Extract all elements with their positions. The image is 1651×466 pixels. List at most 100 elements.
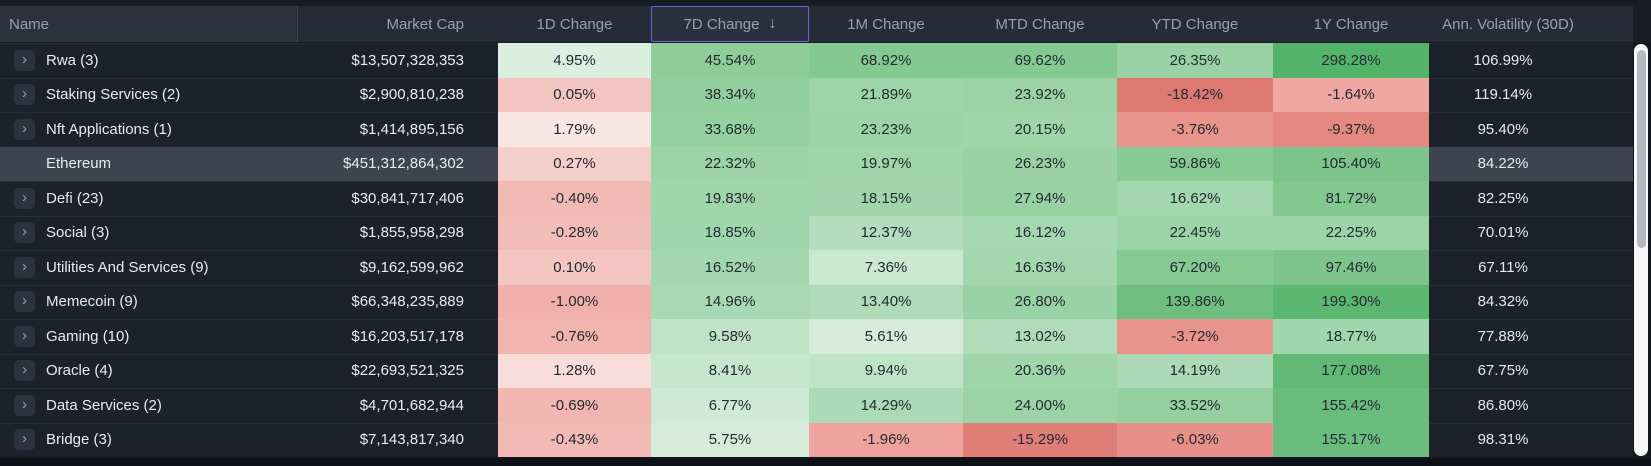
table-row[interactable]: › Rwa (3) $13,507,328,353 4.95% 45.54% 6… [0, 43, 1651, 78]
change-cell-1m: 21.89% [809, 77, 963, 112]
column-header-label: 1Y Change [1313, 15, 1389, 33]
table-row[interactable]: › Ethereum $451,312,864,302 0.27% 22.32%… [0, 146, 1651, 181]
column-header-1d-change[interactable]: 1D Change [498, 6, 651, 42]
volatility-cell: 95.40% [1429, 112, 1633, 147]
chevron-right-icon: › [22, 223, 27, 241]
column-header-label: Market Cap [386, 15, 464, 33]
table-row[interactable]: › Defi (23) $30,841,717,406 -0.40% 19.83… [0, 181, 1651, 216]
change-cell-1y: 22.25% [1273, 215, 1429, 250]
column-header-mtd-change[interactable]: MTD Change [963, 6, 1117, 42]
name-cell: › Bridge (3) [0, 422, 298, 457]
table-row[interactable]: › Memecoin (9) $66,348,235,889 -1.00% 14… [0, 284, 1651, 319]
column-header-ytd-change[interactable]: YTD Change [1117, 6, 1273, 42]
expand-toggle-button[interactable]: › [14, 394, 35, 416]
table-row[interactable]: › Utilities And Services (9) $9,162,599,… [0, 250, 1651, 285]
sector-name: Memecoin (9) [46, 293, 138, 311]
table-row[interactable]: › Oracle (4) $22,693,521,325 1.28% 8.41%… [0, 353, 1651, 388]
volatility-cell: 67.11% [1429, 250, 1633, 285]
market-cap-value: $13,507,328,353 [351, 51, 464, 69]
name-cell: › Data Services (2) [0, 388, 298, 423]
chevron-right-icon: › [22, 430, 27, 448]
change-cell-ytd: 26.35% [1117, 43, 1273, 78]
volatility-value: 84.32% [1477, 293, 1529, 311]
volatility-cell: 67.75% [1429, 353, 1633, 388]
change-cell-1d: -0.76% [498, 319, 651, 354]
change-cell-ytd: 33.52% [1117, 388, 1273, 423]
table-row[interactable]: › Staking Services (2) $2,900,810,238 0.… [0, 77, 1651, 112]
change-cell-1m: 5.61% [809, 319, 963, 354]
change-cell-1m: 18.15% [809, 181, 963, 216]
expand-toggle-button[interactable]: › [14, 291, 35, 313]
volatility-value: 67.11% [1478, 258, 1528, 276]
expand-toggle-button[interactable]: › [14, 222, 35, 244]
table-row[interactable]: › Data Services (2) $4,701,682,944 -0.69… [0, 388, 1651, 423]
change-cell-7d: 33.68% [651, 112, 809, 147]
market-cap-value: $451,312,864,302 [343, 155, 464, 173]
market-cap-value: $7,143,817,340 [359, 431, 464, 449]
table-row[interactable]: › Social (3) $1,855,958,298 -0.28% 18.85… [0, 215, 1651, 250]
change-cell-1y: 105.40% [1273, 146, 1429, 181]
column-header-ann-volatility[interactable]: Ann. Volatility (30D) [1429, 6, 1633, 42]
change-cell-7d: 9.58% [651, 319, 809, 354]
vertical-scrollbar-track[interactable] [1634, 44, 1648, 456]
change-cell-1y: 177.08% [1273, 353, 1429, 388]
column-header-label: Name [9, 15, 50, 33]
change-cell-1d: 0.05% [498, 77, 651, 112]
change-cell-1m: 23.23% [809, 112, 963, 147]
market-cap-cell: $30,841,717,406 [298, 181, 498, 216]
change-cell-mtd: -15.29% [963, 422, 1117, 457]
column-header-name[interactable]: Name [0, 6, 298, 42]
column-header-1m-change[interactable]: 1M Change [809, 6, 963, 42]
column-header-1y-change[interactable]: 1Y Change [1273, 6, 1429, 42]
expand-toggle-button[interactable]: › [14, 256, 35, 278]
column-header-label: MTD Change [995, 15, 1085, 33]
table-row[interactable]: › Bridge (3) $7,143,817,340 -0.43% 5.75%… [0, 422, 1651, 457]
expand-toggle-button[interactable]: › [14, 325, 35, 347]
expand-toggle-button[interactable]: › [14, 429, 35, 451]
market-cap-cell: $13,507,328,353 [298, 43, 498, 78]
expand-toggle-button[interactable]: › [14, 360, 35, 382]
change-cell-mtd: 69.62% [963, 43, 1117, 78]
market-cap-value: $1,414,895,156 [359, 120, 464, 138]
vertical-scrollbar-thumb[interactable] [1636, 50, 1646, 248]
table-row[interactable]: › Gaming (10) $16,203,517,178 -0.76% 9.5… [0, 319, 1651, 354]
chevron-right-icon: › [22, 188, 27, 206]
volatility-value: 82.25% [1477, 189, 1529, 207]
column-header-market-cap[interactable]: Market Cap [298, 6, 498, 42]
market-cap-cell: $66,348,235,889 [298, 284, 498, 319]
table-row[interactable]: › Nft Applications (1) $1,414,895,156 1.… [0, 112, 1651, 147]
change-cell-ytd: -6.03% [1117, 422, 1273, 457]
volatility-cell: 106.99% [1429, 43, 1633, 78]
volatility-cell: 84.32% [1429, 284, 1633, 319]
change-cell-mtd: 26.80% [963, 284, 1117, 319]
chevron-right-icon: › [22, 119, 27, 137]
change-cell-1d: 1.28% [498, 353, 651, 388]
volatility-cell: 70.01% [1429, 215, 1633, 250]
change-cell-1y: -9.37% [1273, 112, 1429, 147]
name-cell: › Nft Applications (1) [0, 112, 298, 147]
column-header-label: 1D Change [536, 15, 613, 33]
expand-toggle-button[interactable]: › [14, 118, 35, 140]
header-scroll-corner [1633, 6, 1651, 42]
sector-name: Staking Services (2) [46, 86, 181, 104]
market-cap-cell: $22,693,521,325 [298, 353, 498, 388]
column-header-7d-change[interactable]: 7D Change ↓ [651, 6, 809, 42]
chevron-right-icon: › [22, 395, 27, 413]
change-cell-7d: 38.34% [651, 77, 809, 112]
sector-name: Utilities And Services (9) [46, 258, 209, 276]
change-cell-1d: 0.27% [498, 146, 651, 181]
market-cap-cell: $9,162,599,962 [298, 250, 498, 285]
expand-toggle-button[interactable]: › [14, 84, 35, 106]
sector-name: Defi (23) [46, 189, 104, 207]
volatility-value: 84.22% [1477, 155, 1529, 173]
volatility-value: 70.01% [1477, 224, 1529, 242]
volatility-cell: 84.22% [1429, 146, 1633, 181]
volatility-value: 77.88% [1477, 327, 1529, 345]
change-cell-ytd: 59.86% [1117, 146, 1273, 181]
change-cell-ytd: -18.42% [1117, 77, 1273, 112]
change-cell-7d: 8.41% [651, 353, 809, 388]
change-cell-1y: -1.64% [1273, 77, 1429, 112]
expand-toggle-button[interactable]: › [14, 187, 35, 209]
expand-toggle-button[interactable]: › [14, 49, 35, 71]
